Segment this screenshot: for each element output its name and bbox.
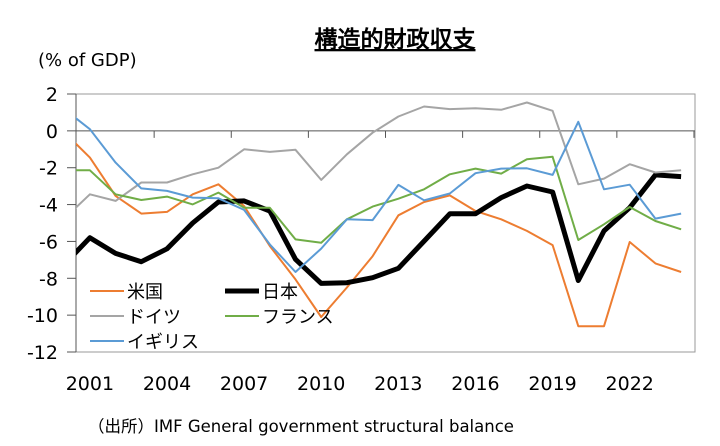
legend-label: ドイツ <box>127 307 181 328</box>
y-tick-label: -6 <box>39 231 58 253</box>
legend-item: フランス <box>225 307 334 328</box>
legend-label: フランス <box>262 307 334 328</box>
y-tick-label: -8 <box>39 268 58 290</box>
legend-item: イギリス <box>90 332 199 353</box>
series-line-1 <box>76 172 682 286</box>
y-tick-label: -12 <box>27 342 58 364</box>
x-tick-label: 2016 <box>451 373 499 395</box>
y-tick-label: -2 <box>39 158 58 180</box>
legend-label: 米国 <box>127 282 163 303</box>
legend-item: 日本 <box>225 282 298 303</box>
y-tick-label: -4 <box>39 195 58 217</box>
legend-label: 日本 <box>262 282 298 303</box>
y-tick-label: 0 <box>46 121 58 143</box>
x-tick-label: 2010 <box>297 373 345 395</box>
series-line-2 <box>76 101 682 209</box>
x-tick-label: 2019 <box>528 373 576 395</box>
source-note: （出所）IMF General government structural ba… <box>88 417 514 436</box>
x-tick-label: 2013 <box>374 373 422 395</box>
y-tick-label: 2 <box>46 84 58 106</box>
legend-item: ドイツ <box>90 307 181 328</box>
x-tick-label: 2022 <box>606 373 654 395</box>
y-axis-label: (% of GDP) <box>38 50 137 71</box>
x-tick-label: 2004 <box>143 373 191 395</box>
legend-label: イギリス <box>127 332 199 353</box>
series-line-3 <box>76 155 682 244</box>
chart-title: 構造的財政収支 <box>315 26 477 53</box>
y-tick-label: -10 <box>27 305 58 327</box>
x-tick-label: 2001 <box>66 373 114 395</box>
legend-item: 米国 <box>90 282 163 303</box>
x-tick-label: 2007 <box>220 373 268 395</box>
